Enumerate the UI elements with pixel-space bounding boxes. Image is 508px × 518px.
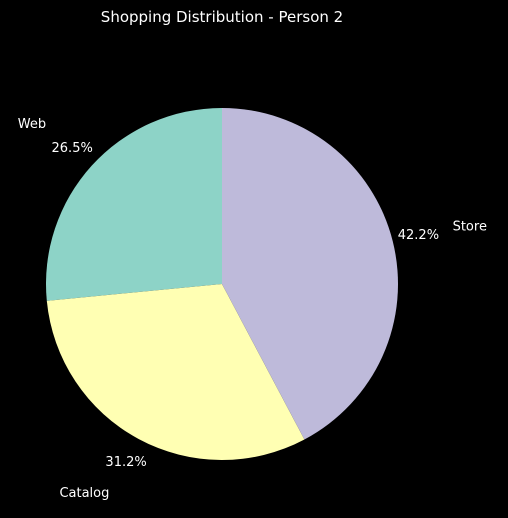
- slice-percent-store: 42.2%: [398, 228, 439, 243]
- pie-slices: [45, 108, 399, 460]
- slice-label-catalog: Catalog: [59, 486, 109, 501]
- pie-slice-web: [45, 108, 222, 301]
- slice-percent-web: 26.5%: [52, 141, 93, 156]
- chart-title: Shopping Distribution - Person 2: [101, 8, 343, 26]
- pie-slice-catalog: [46, 284, 305, 460]
- slice-label-web: Web: [18, 117, 46, 132]
- slice-label-store: Store: [453, 220, 487, 235]
- pie-labels: Web 26.5% Catalog 31.2% Store 42.2%: [18, 117, 487, 501]
- slice-percent-catalog: 31.2%: [105, 455, 146, 470]
- pie-slice-store: [222, 108, 399, 440]
